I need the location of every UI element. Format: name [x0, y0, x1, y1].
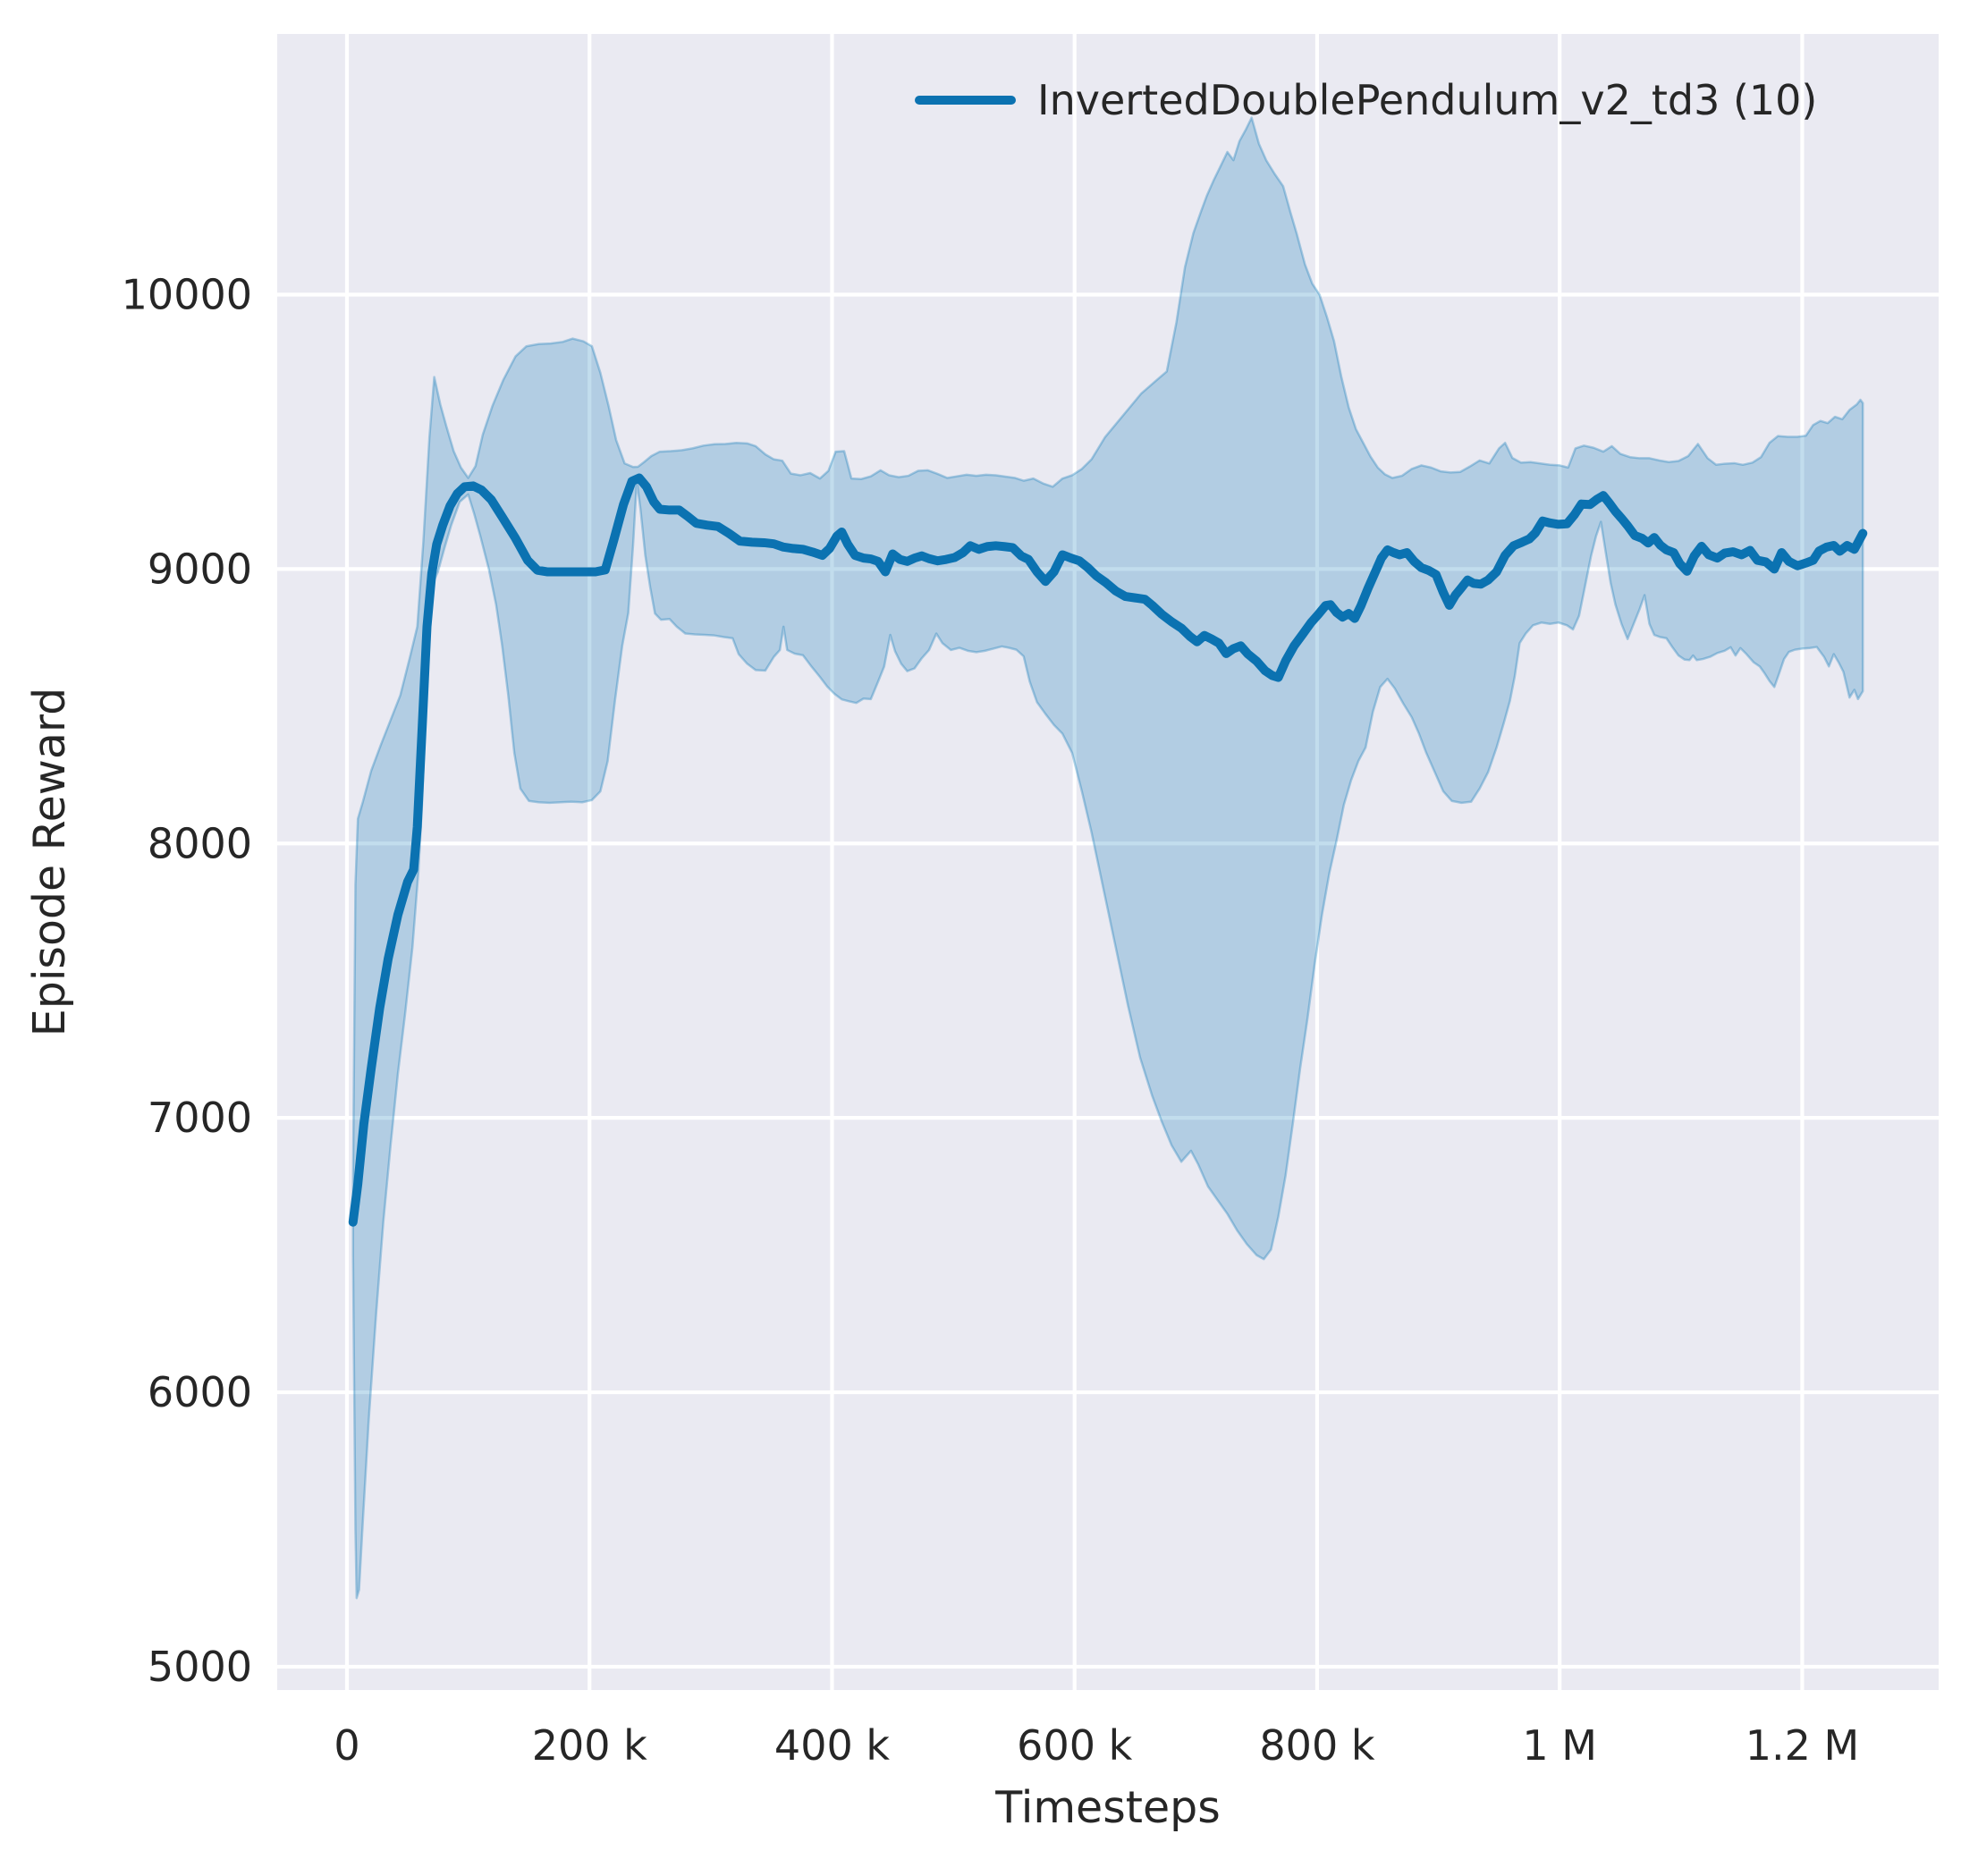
y-tick-labels: 5000 6000 7000 8000 9000 10000 — [122, 271, 252, 1691]
y-tick-label: 8000 — [148, 819, 252, 867]
x-axis-label: Timesteps — [994, 1782, 1220, 1833]
x-tick-label: 0 — [334, 1721, 359, 1770]
y-tick-label: 7000 — [148, 1094, 252, 1142]
legend-label: InvertedDoublePendulum_v2_td3 (10) — [1037, 76, 1817, 124]
y-axis-label: Episode Reward — [24, 688, 75, 1037]
x-tick-label: 1 M — [1522, 1721, 1597, 1770]
x-tick-label: 200 k — [532, 1721, 647, 1770]
x-tick-label: 800 k — [1259, 1721, 1374, 1770]
y-tick-label: 10000 — [122, 271, 252, 319]
plot-area — [277, 34, 1939, 1690]
legend: InvertedDoublePendulum_v2_td3 (10) — [915, 76, 1817, 124]
x-tick-label: 600 k — [1017, 1721, 1132, 1770]
y-tick-label: 9000 — [148, 545, 252, 593]
x-tick-labels: 0 200 k 400 k 600 k 800 k 1 M 1.2 M — [334, 1721, 1859, 1770]
mean-line — [348, 473, 1868, 1227]
gridlines — [277, 34, 1939, 1690]
confidence-band — [351, 116, 1864, 1600]
y-tick-label: 5000 — [148, 1643, 252, 1691]
y-tick-label: 6000 — [148, 1368, 252, 1416]
x-tick-label: 1.2 M — [1746, 1721, 1859, 1770]
x-tick-label: 400 k — [774, 1721, 890, 1770]
